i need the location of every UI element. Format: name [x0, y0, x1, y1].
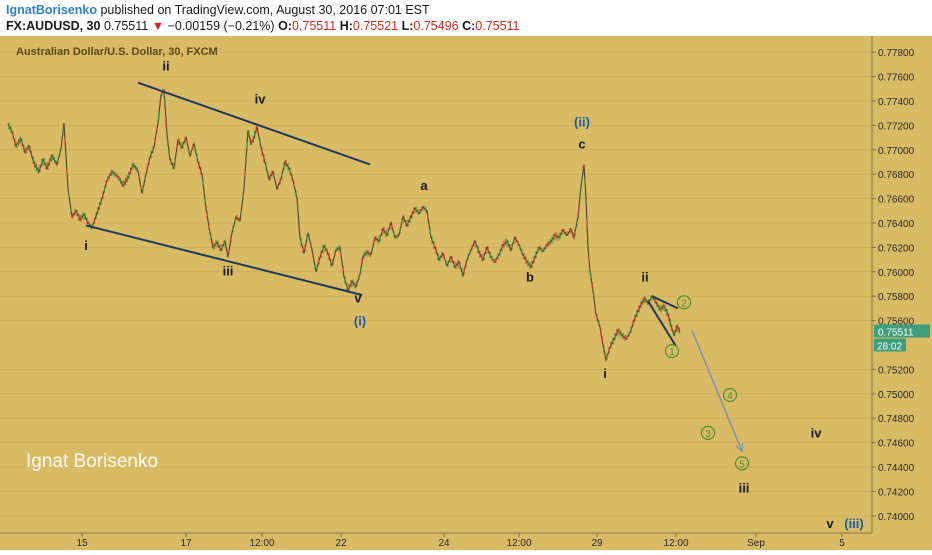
price-tick-label: 0.75600	[878, 317, 915, 328]
price-tick-label: 0.77200	[878, 121, 915, 132]
price-axis-background	[872, 36, 932, 550]
price-tick-label: 0.74800	[878, 414, 915, 425]
down-arrow-icon: ▼	[151, 19, 165, 33]
high-value: 0.75521	[352, 19, 399, 33]
trendlines	[85, 81, 744, 453]
author-link[interactable]: IgnatBorisenko	[6, 3, 97, 17]
time-tick-label: Sep	[747, 538, 765, 549]
price-tick-label: 0.77000	[878, 146, 915, 157]
time-tick-label: 12:00	[506, 538, 531, 549]
wave-label: ii	[162, 59, 169, 74]
time-tick-label: 29	[591, 538, 603, 549]
wave-label: ii	[641, 270, 648, 285]
price-tick-label: 0.76800	[878, 170, 915, 181]
chart-frame[interactable]: i ii iii iv v (i) a b (ii) c i ii iii iv v (iii) 1 2 3 4 5 0…	[0, 36, 932, 550]
time-tick-label: 12:00	[663, 538, 688, 549]
wave-label: iv	[255, 91, 267, 106]
time-tick-label: 15	[76, 538, 88, 549]
price-tick-label: 0.75000	[878, 390, 915, 401]
circled-wave-label: 3	[705, 429, 711, 440]
close-label: C:	[462, 19, 476, 33]
wave-label: iii	[739, 481, 750, 496]
price-tick-label: 0.77400	[878, 97, 915, 108]
price-tick-label: 0.76200	[878, 243, 915, 254]
trendline[interactable]	[85, 224, 363, 296]
current-price-label: 0.75511	[878, 327, 914, 338]
wave-label: i	[603, 366, 607, 381]
time-axis[interactable]: 15 17 12:00 22 24 12:00 29 12:00 Sep 5	[0, 532, 932, 550]
circled-wave-icon	[722, 387, 738, 403]
wave-label: (i)	[354, 313, 366, 328]
arrow-head-icon	[735, 443, 744, 453]
wave-label: v	[354, 290, 362, 305]
circled-wave-label: 5	[739, 459, 745, 470]
projection-arrow[interactable]	[691, 330, 743, 452]
time-tick-label: 5	[839, 538, 845, 549]
circled-wave-icon	[664, 344, 680, 359]
price-tick-label: 0.74200	[878, 487, 915, 498]
wave-label: b	[526, 270, 534, 285]
price-tick-label: 0.74000	[878, 512, 915, 523]
chart-header: IgnatBorisenko published on TradingView.…	[0, 0, 932, 36]
price-tick-label: 0.76600	[878, 195, 915, 206]
price-tick-label: 0.76000	[878, 268, 915, 279]
wave-label: iv	[811, 426, 823, 441]
circled-wave-icon	[700, 425, 716, 440]
price-tick-label: 0.75800	[878, 292, 915, 303]
trendline[interactable]	[137, 81, 371, 166]
grid	[0, 51, 872, 517]
low-label: L:	[401, 19, 414, 33]
wave-label: (iii)	[844, 516, 864, 531]
circled-wave-label: 1	[669, 347, 675, 358]
wave-label: c	[578, 137, 585, 152]
chart-title: Australian Dollar/U.S. Dollar, 30, FXCM	[16, 46, 218, 58]
countdown-label: 28:02	[877, 341, 902, 352]
countdown-badge	[874, 338, 906, 352]
time-tick-label: 17	[180, 538, 192, 549]
current-price-badge	[874, 324, 930, 338]
chart-background	[0, 36, 932, 550]
wave-label: v	[826, 516, 834, 531]
time-tick-label: 12:00	[249, 538, 274, 549]
price-tick-label: 0.76400	[878, 219, 915, 230]
close-value: 0.75511	[475, 19, 520, 33]
time-tick-label: 24	[438, 538, 450, 549]
time-axis-background	[0, 533, 932, 550]
price-change: −0.00159 (−0.21%)	[167, 19, 275, 33]
price-tick-label: 0.75200	[878, 365, 915, 376]
trendline[interactable]	[651, 295, 679, 310]
watermark: Ignat Borisenko	[26, 451, 158, 472]
low-value: 0.75496	[413, 19, 459, 33]
circled-wave-icon	[734, 456, 750, 471]
open-label: O:	[278, 19, 292, 33]
price-series	[7, 88, 681, 362]
symbol-label[interactable]: FX:AUDUSD, 30	[6, 19, 101, 33]
last-price: 0.75511	[103, 19, 149, 33]
publish-line: IgnatBorisenko published on TradingView.…	[6, 3, 430, 17]
open-value: 0.75511	[291, 19, 337, 33]
wave-label: a	[420, 178, 428, 193]
published-text: published on TradingView.com, August 30,…	[100, 3, 430, 17]
price-tick-label: 0.74400	[878, 463, 915, 474]
circled-wave-label: 4	[727, 391, 733, 402]
price-tick-label: 0.77800	[878, 48, 915, 59]
circled-wave-icon	[676, 295, 692, 310]
trendline[interactable]	[647, 300, 677, 347]
time-tick-label: 22	[335, 538, 347, 549]
symbol-line: FX:AUDUSD, 30 0.75511 ▼ −0.00159 (−0.21%…	[6, 19, 520, 33]
price-tick-label: 0.74600	[878, 439, 915, 450]
wave-label: i	[84, 238, 88, 253]
high-label: H:	[339, 19, 353, 33]
price-axis[interactable]: 0.77800 0.77600 0.77400 0.77200 0.77000 0.768…	[871, 36, 932, 550]
circled-wave-label: 2	[681, 298, 687, 309]
wave-label: iii	[223, 263, 234, 278]
wave-label: (ii)	[574, 115, 590, 130]
price-tick-label: 0.77600	[878, 73, 915, 84]
